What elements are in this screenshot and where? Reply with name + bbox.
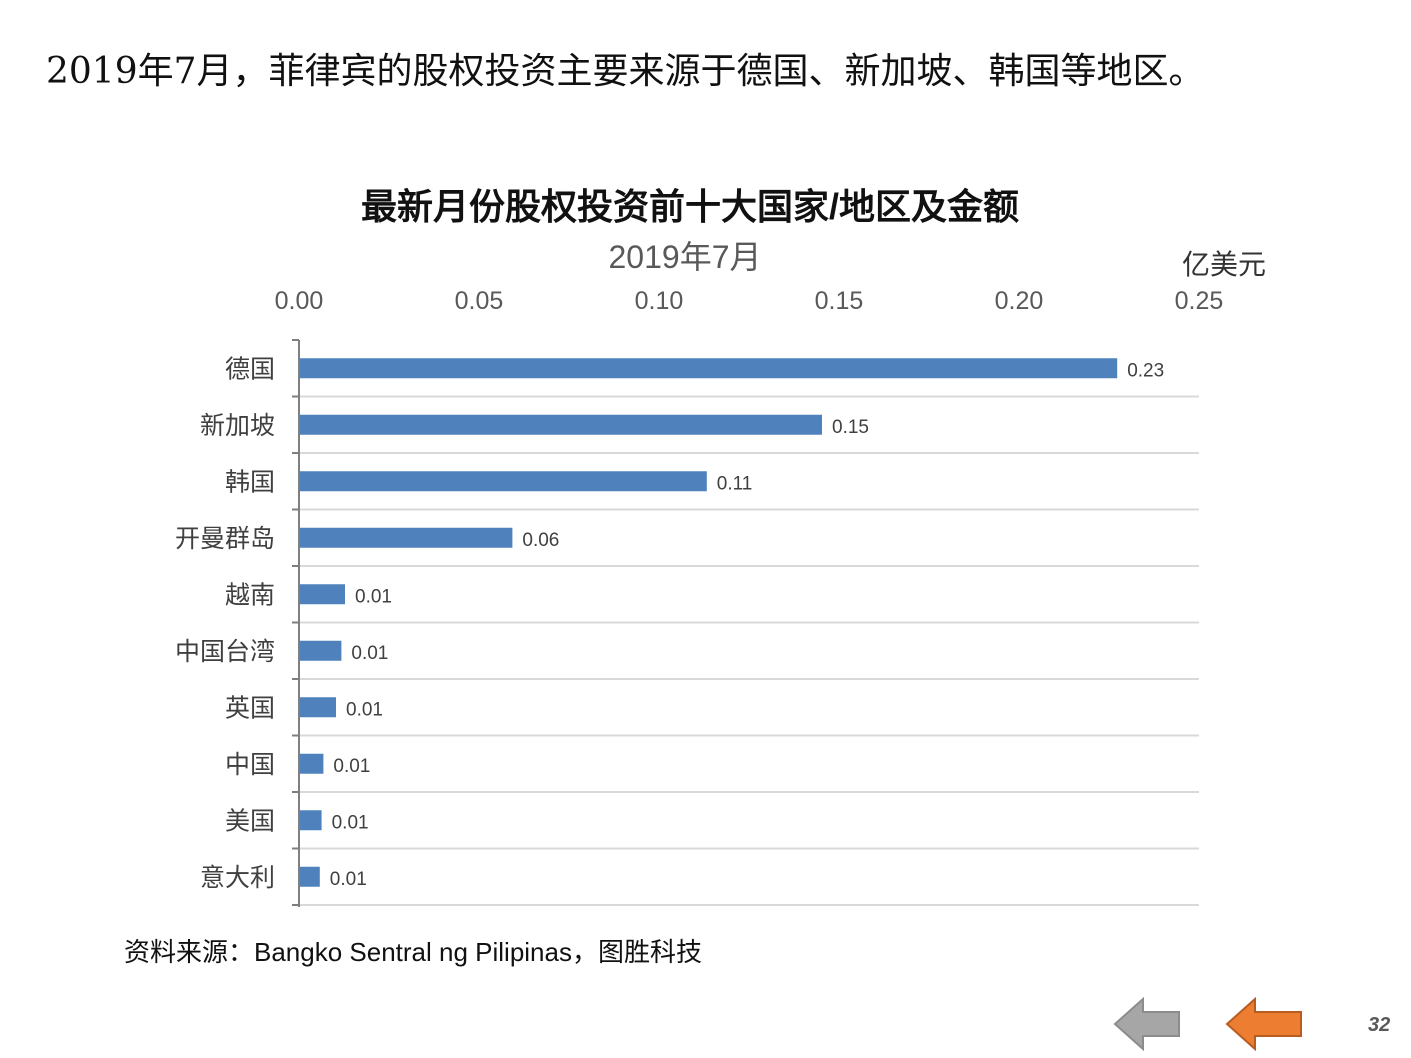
chart-title: 最新月份股权投资前十大国家/地区及金额 (360, 186, 1019, 227)
category-label: 意大利 (200, 863, 275, 892)
category-label: 韩国 (225, 467, 275, 496)
category-label: 中国 (225, 750, 275, 779)
data-label: 0.01 (351, 643, 388, 664)
data-label: 0.01 (355, 586, 392, 607)
data-label: 0.01 (330, 869, 367, 890)
chart-subtitle: 2019年7月 (608, 239, 762, 275)
bar (300, 584, 345, 605)
data-label: 0.23 (1127, 360, 1164, 381)
x-tick-label: 0.10 (635, 287, 684, 315)
category-label: 越南 (225, 580, 275, 609)
x-tick-label: 0.05 (455, 287, 504, 315)
arrow-left-icon (1113, 996, 1180, 1052)
unit-label: 亿美元 (1182, 249, 1267, 280)
bar (300, 414, 822, 435)
category-label: 中国台湾 (175, 637, 275, 666)
data-label: 0.01 (332, 812, 369, 833)
category-label: 英国 (225, 693, 275, 722)
back-button[interactable] (1113, 996, 1181, 1052)
x-tick-label: 0.25 (1175, 287, 1224, 315)
category-label: 新加坡 (200, 411, 275, 440)
data-label: 0.06 (522, 530, 559, 551)
x-tick-label: 0.15 (815, 287, 864, 315)
bar (300, 697, 336, 718)
data-label: 0.01 (346, 699, 383, 720)
bar (300, 471, 707, 492)
x-tick-label: 0.20 (995, 287, 1044, 315)
headline: 2019年7月，菲律宾的股权投资主要来源于德国、新加坡、韩国等地区。 (46, 51, 1205, 92)
bar (300, 810, 322, 831)
category-label: 德国 (225, 354, 275, 383)
x-tick-label: 0.00 (275, 287, 324, 315)
category-label: 开曼群岛 (175, 524, 275, 553)
bar (300, 753, 324, 774)
bar (300, 866, 320, 887)
bar (300, 527, 513, 548)
data-label: 0.15 (832, 417, 869, 438)
source-note: 资料来源：Bangko Sentral ng Pilipinas，图胜科技 (124, 937, 702, 967)
data-label: 0.11 (717, 473, 753, 494)
data-label: 0.01 (333, 756, 370, 777)
arrow-left-icon (1225, 996, 1302, 1052)
forward-button[interactable] (1225, 996, 1302, 1052)
bar (300, 640, 342, 661)
category-label: 美国 (225, 806, 275, 835)
bar (300, 358, 1118, 379)
page-number: 32 (1368, 1014, 1391, 1036)
